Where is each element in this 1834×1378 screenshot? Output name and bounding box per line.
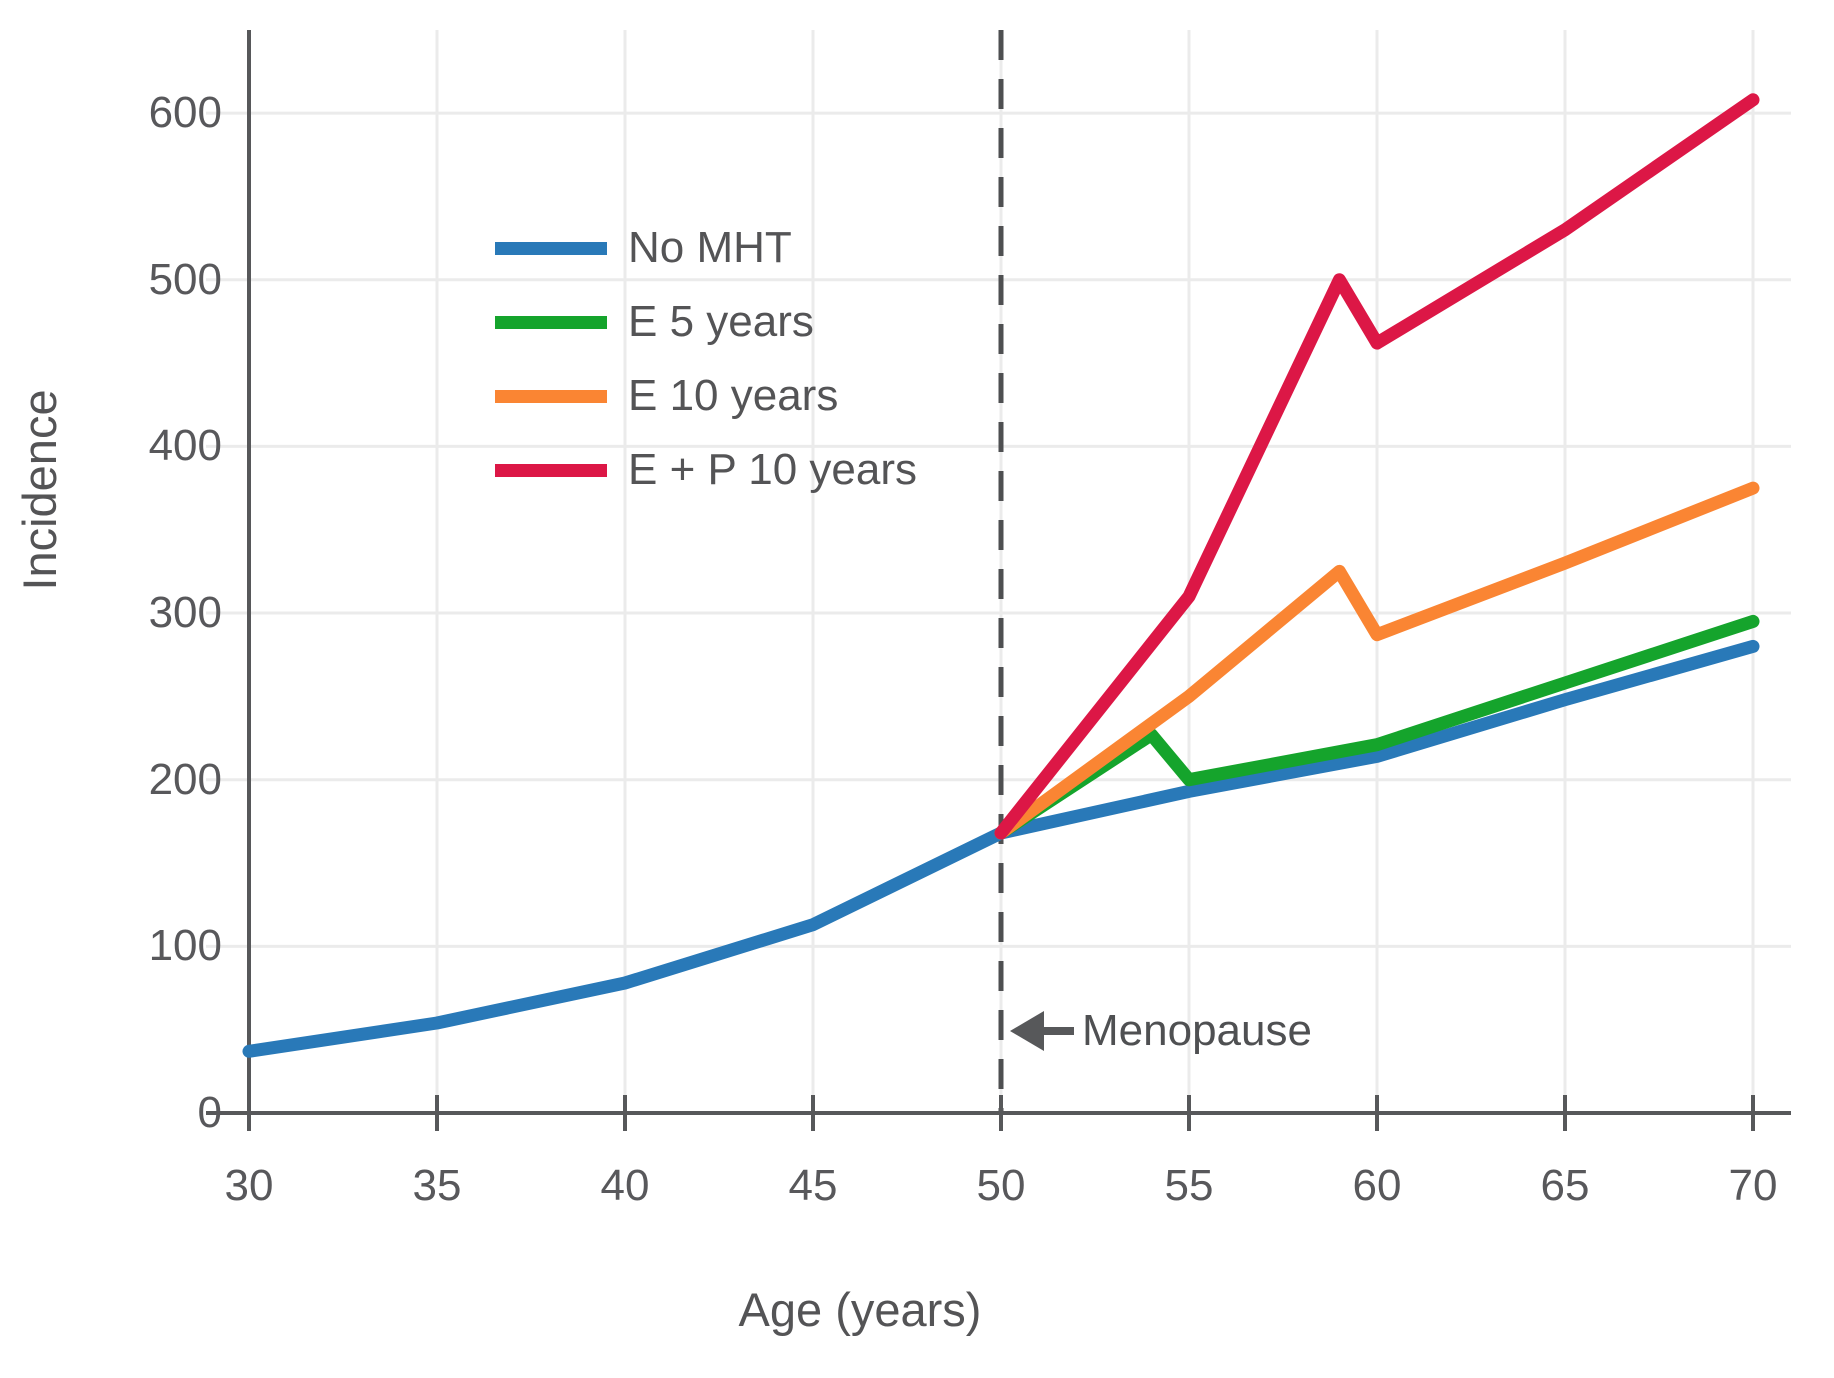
y-tick-label: 300 xyxy=(148,588,222,638)
legend-item-e-5-years: E 5 years xyxy=(495,285,917,359)
x-tick-label: 70 xyxy=(1728,1161,1778,1210)
x-tick-label: 55 xyxy=(1164,1161,1214,1210)
x-tick-label: 45 xyxy=(788,1161,838,1210)
legend-label: No MHT xyxy=(628,223,792,272)
legend-swatch-no-mht xyxy=(495,241,607,255)
legend-label: E 5 years xyxy=(628,297,814,346)
x-tick-label: 50 xyxy=(976,1161,1026,1210)
x-tick-label: 60 xyxy=(1352,1161,1402,1210)
x-tick-label: 30 xyxy=(224,1161,274,1210)
y-tick-label: 0 xyxy=(197,1088,222,1137)
legend-swatch-e-p-10-years xyxy=(495,463,607,477)
x-tick-label: 35 xyxy=(412,1161,462,1210)
legend-swatch-e-5-years xyxy=(495,315,607,329)
legend-item-no-mht: No MHT xyxy=(495,211,917,285)
legend-label: E 10 years xyxy=(628,371,839,420)
y-tick-label: 100 xyxy=(148,921,222,971)
series-line-e-5-years xyxy=(994,614,1760,840)
menopause-annotation-label: Menopause xyxy=(1082,1006,1312,1055)
y-tick-label: 500 xyxy=(148,254,222,304)
legend-label: E + P 10 years xyxy=(628,445,918,494)
legend: No MHT E 5 years E 10 years E + P 10 years xyxy=(495,211,917,507)
legend-item-e-10-years: E 10 years xyxy=(495,359,917,433)
x-axis-title: Age (years) xyxy=(738,1283,982,1336)
x-tick-label: 65 xyxy=(1540,1161,1590,1210)
menopause-arrow-icon xyxy=(1010,1011,1044,1051)
y-tick-label: 400 xyxy=(148,421,222,471)
legend-swatch-e-10-years xyxy=(495,389,607,403)
legend-item-e-p-10-years: E + P 10 years xyxy=(495,433,917,507)
y-tick-label: 200 xyxy=(148,754,222,804)
series-line-e-p-10-years xyxy=(994,93,1760,840)
y-tick-label: 600 xyxy=(148,88,222,138)
x-tick-label: 40 xyxy=(600,1161,650,1210)
menopause-arrow-shaft xyxy=(1042,1027,1074,1035)
series-line-e-10-years xyxy=(994,481,1760,840)
